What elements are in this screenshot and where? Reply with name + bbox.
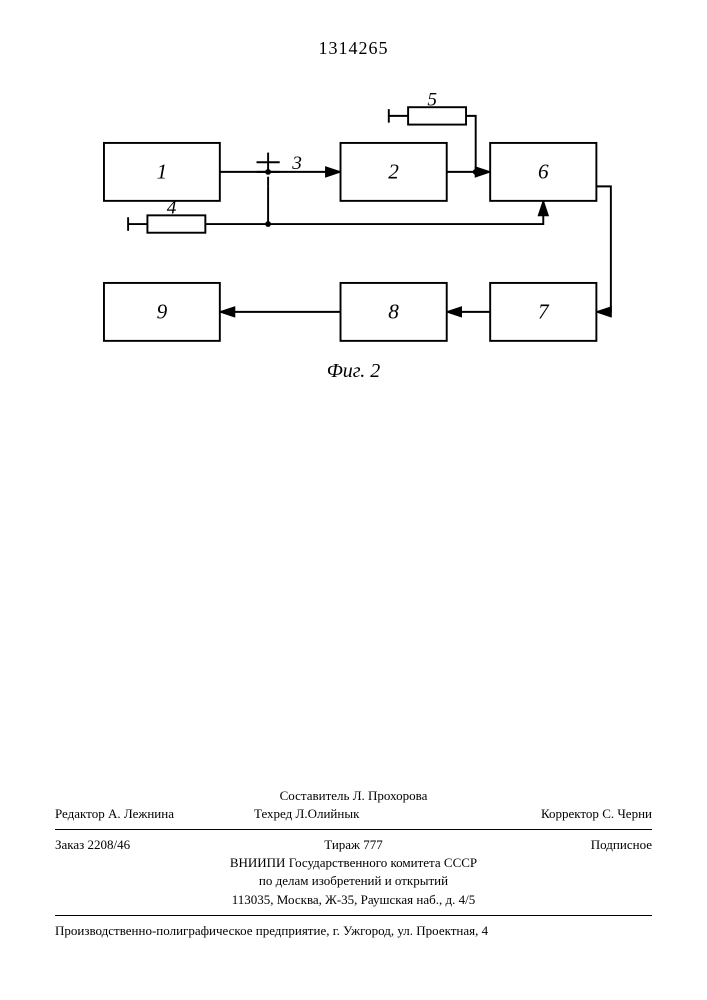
- tech-cell: Техред Л.Олийнык: [254, 805, 453, 823]
- subscription-cell: Подписное: [453, 836, 652, 854]
- svg-text:6: 6: [538, 160, 549, 184]
- divider-2: [55, 915, 652, 916]
- svg-text:5: 5: [427, 89, 437, 110]
- svg-text:7: 7: [538, 300, 550, 324]
- block-diagram: 1 2 6 9 8 7 3 4 5: [75, 85, 635, 365]
- svg-text:9: 9: [157, 300, 168, 324]
- circulation-cell: Тираж 777: [254, 836, 453, 854]
- printer-line: Производственно-полиграфическое предприя…: [55, 922, 652, 940]
- svg-text:2: 2: [388, 160, 399, 184]
- svg-text:1: 1: [157, 160, 168, 184]
- address-line: 113035, Москва, Ж-35, Раушская наб., д. …: [55, 891, 652, 909]
- page-number: 1314265: [0, 38, 707, 59]
- editor-cell: Редактор А. Лежнина: [55, 805, 254, 823]
- tech-name: Л.Олийнык: [296, 806, 360, 821]
- svg-text:8: 8: [388, 300, 399, 324]
- org-line-2: по делам изобретений и открытий: [55, 872, 652, 890]
- svg-text:3: 3: [291, 153, 302, 174]
- divider-1: [55, 829, 652, 830]
- corrector-name: С. Черни: [602, 806, 652, 821]
- footer: Составитель Л. Прохорова Редактор А. Леж…: [55, 787, 652, 940]
- editor-label: Редактор: [55, 806, 105, 821]
- org-line-1: ВНИИПИ Государственного комитета СССР: [55, 854, 652, 872]
- figure-label: Фиг. 2: [0, 360, 707, 383]
- corrector-label: Корректор: [541, 806, 599, 821]
- compiler-line: Составитель Л. Прохорова: [55, 787, 652, 805]
- editor-name: А. Лежнина: [108, 806, 174, 821]
- tech-label: Техред: [254, 806, 292, 821]
- order-cell: Заказ 2208/46: [55, 836, 254, 854]
- corrector-cell: Корректор С. Черни: [453, 805, 652, 823]
- svg-text:4: 4: [167, 197, 177, 218]
